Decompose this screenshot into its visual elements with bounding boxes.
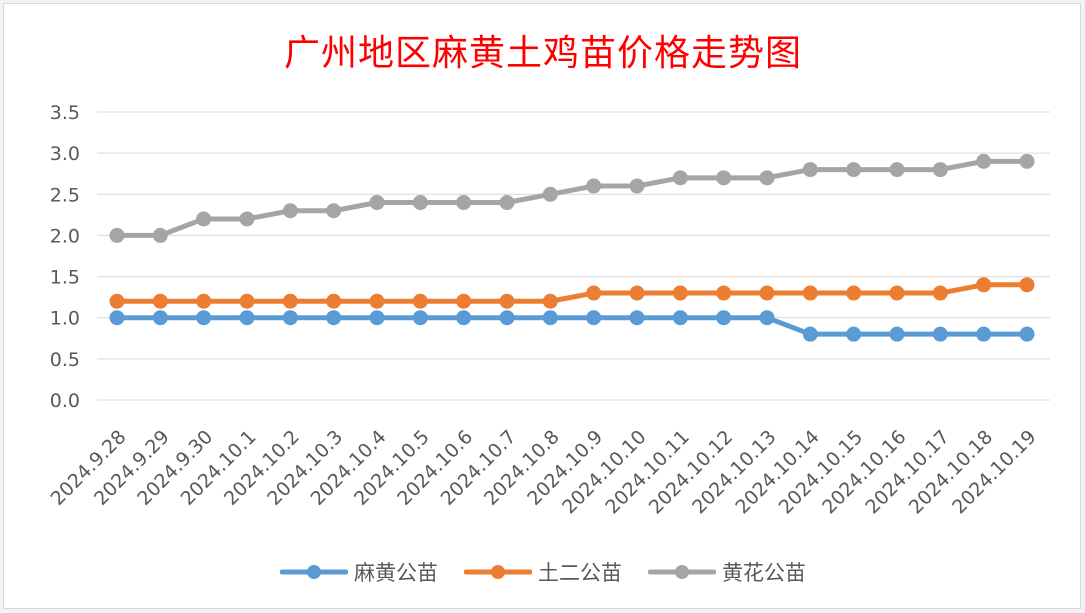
series-line [114, 158, 1030, 238]
y-tick-label: 3.5 [50, 102, 80, 124]
data-point [542, 293, 558, 309]
y-tick-label: 0.0 [50, 390, 80, 412]
legend-item: 黄花公苗 [648, 557, 806, 587]
legend: 麻黄公苗 土二公苗 黄花公苗 [4, 557, 1082, 587]
data-point [802, 162, 818, 178]
series-3 [109, 153, 1035, 243]
data-point [932, 162, 948, 178]
data-point [499, 195, 515, 211]
legend-label: 麻黄公苗 [354, 561, 438, 585]
data-point [369, 310, 385, 326]
data-point [976, 277, 992, 293]
data-point [109, 227, 125, 243]
data-point [196, 310, 212, 326]
data-point [326, 310, 342, 326]
data-point [239, 310, 255, 326]
data-point [976, 326, 992, 342]
data-point [282, 310, 298, 326]
legend-label: 土二公苗 [538, 561, 622, 585]
data-point [586, 310, 602, 326]
data-point [759, 310, 775, 326]
series-1 [109, 310, 1035, 342]
data-point [326, 293, 342, 309]
data-point [282, 293, 298, 309]
data-point [412, 310, 428, 326]
line-chart: 0.00.51.01.52.02.53.03.5 2024.9.282024.9… [47, 102, 1050, 518]
data-point [326, 203, 342, 219]
data-point [629, 285, 645, 301]
y-tick-label: 3.0 [50, 143, 80, 165]
data-point [629, 178, 645, 194]
data-point [889, 285, 905, 301]
data-point [1019, 153, 1035, 169]
data-point [932, 326, 948, 342]
data-point [586, 178, 602, 194]
data-point [976, 153, 992, 169]
data-point [196, 293, 212, 309]
data-point [499, 293, 515, 309]
legend-item: 土二公苗 [464, 557, 622, 587]
y-tick-label: 1.5 [50, 267, 80, 289]
data-point [456, 293, 472, 309]
data-point [759, 170, 775, 186]
data-point [889, 162, 905, 178]
data-point [109, 310, 125, 326]
data-point [239, 293, 255, 309]
y-tick-label: 2.0 [50, 225, 80, 247]
chart-title: 广州地区麻黄土鸡苗价格走势图 [283, 33, 802, 74]
data-point [456, 195, 472, 211]
data-point [542, 186, 558, 202]
data-point [152, 227, 168, 243]
data-point [499, 310, 515, 326]
data-point [716, 310, 732, 326]
data-point [412, 293, 428, 309]
data-point [716, 285, 732, 301]
series-line [114, 282, 1030, 304]
data-point [542, 310, 558, 326]
legend-swatch [280, 565, 348, 579]
data-point [716, 170, 732, 186]
legend-swatch [648, 565, 716, 579]
y-tick-label: 0.5 [50, 349, 80, 371]
data-point [369, 293, 385, 309]
data-point [152, 310, 168, 326]
series-line [114, 315, 1030, 337]
data-point [239, 211, 255, 227]
legend-item: 麻黄公苗 [280, 557, 438, 587]
data-point [889, 326, 905, 342]
legend-label: 黄花公苗 [722, 561, 806, 585]
data-point [152, 293, 168, 309]
data-point [672, 310, 688, 326]
data-point [282, 203, 298, 219]
data-point [802, 326, 818, 342]
data-point [1019, 277, 1035, 293]
chart-frame: 广州地区麻黄土鸡苗价格走势图 0.0 0.5 1.0 1.5 2.0 2.5 3.0 3.5 … [3, 3, 1081, 609]
data-point [456, 310, 472, 326]
data-point [759, 285, 775, 301]
data-point [629, 310, 645, 326]
data-point [672, 285, 688, 301]
data-point [846, 162, 862, 178]
data-point [846, 326, 862, 342]
data-point [672, 170, 688, 186]
series-2 [109, 277, 1035, 309]
data-point [586, 285, 602, 301]
data-point [109, 293, 125, 309]
data-point [802, 285, 818, 301]
data-point [369, 195, 385, 211]
data-point [932, 285, 948, 301]
data-point [1019, 326, 1035, 342]
data-point [196, 211, 212, 227]
data-point [412, 195, 428, 211]
y-tick-label: 2.5 [50, 184, 80, 206]
y-tick-label: 1.0 [50, 308, 80, 330]
data-point [846, 285, 862, 301]
legend-swatch [464, 565, 532, 579]
